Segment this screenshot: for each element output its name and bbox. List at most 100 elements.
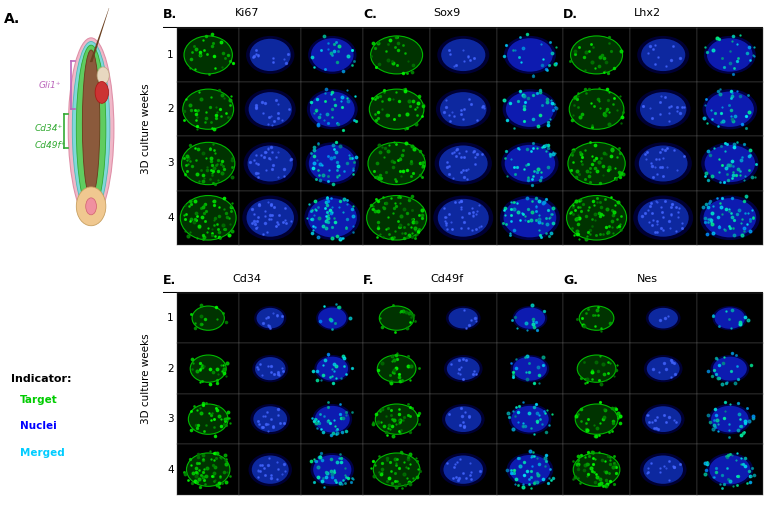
Ellipse shape (579, 306, 614, 330)
Ellipse shape (706, 91, 754, 127)
Text: Cd34⁺: Cd34⁺ (35, 124, 63, 133)
Ellipse shape (256, 308, 284, 328)
Text: E.: E. (163, 274, 176, 286)
Text: Cd49f⁺: Cd49f⁺ (35, 141, 66, 150)
Text: A.: A. (4, 13, 20, 26)
Ellipse shape (190, 355, 226, 382)
Text: Gli1⁺: Gli1⁺ (38, 81, 61, 90)
Ellipse shape (700, 195, 760, 240)
Text: Sox9: Sox9 (433, 9, 461, 19)
Ellipse shape (634, 195, 693, 240)
Ellipse shape (189, 404, 228, 434)
Ellipse shape (310, 91, 354, 127)
Ellipse shape (380, 306, 414, 330)
Text: 1: 1 (167, 50, 173, 60)
Text: 4: 4 (167, 213, 173, 223)
Ellipse shape (305, 142, 359, 185)
Ellipse shape (367, 195, 426, 240)
Ellipse shape (433, 195, 493, 240)
Ellipse shape (637, 199, 689, 237)
Ellipse shape (439, 145, 488, 181)
Ellipse shape (95, 81, 109, 104)
Ellipse shape (634, 142, 692, 185)
Ellipse shape (639, 145, 687, 181)
Ellipse shape (377, 355, 416, 382)
Ellipse shape (68, 38, 114, 220)
Ellipse shape (314, 406, 350, 432)
Ellipse shape (318, 308, 347, 329)
Ellipse shape (509, 404, 551, 434)
Ellipse shape (713, 357, 747, 381)
Ellipse shape (249, 92, 292, 126)
Ellipse shape (311, 453, 354, 486)
Ellipse shape (314, 355, 351, 382)
Ellipse shape (709, 404, 751, 434)
Ellipse shape (447, 357, 479, 380)
Ellipse shape (368, 142, 425, 185)
Ellipse shape (711, 406, 749, 432)
Ellipse shape (569, 89, 624, 129)
Ellipse shape (641, 39, 685, 71)
Ellipse shape (72, 41, 110, 216)
Ellipse shape (311, 38, 354, 72)
Ellipse shape (504, 36, 556, 74)
Ellipse shape (648, 308, 678, 328)
Ellipse shape (640, 92, 686, 126)
Ellipse shape (253, 406, 287, 432)
Text: C.: C. (364, 9, 377, 21)
Ellipse shape (76, 45, 106, 213)
Ellipse shape (507, 38, 553, 72)
Ellipse shape (248, 145, 293, 181)
Polygon shape (90, 2, 111, 62)
Ellipse shape (317, 357, 348, 381)
Text: 4: 4 (167, 465, 173, 475)
Ellipse shape (245, 89, 295, 129)
Ellipse shape (701, 142, 759, 185)
Ellipse shape (309, 145, 356, 182)
Ellipse shape (503, 198, 556, 237)
Text: 1: 1 (167, 313, 173, 323)
Ellipse shape (709, 455, 750, 484)
Ellipse shape (437, 36, 489, 74)
Ellipse shape (703, 198, 756, 237)
Text: 3D culture weeks: 3D culture weeks (140, 83, 151, 174)
Ellipse shape (511, 355, 549, 382)
Ellipse shape (573, 453, 620, 486)
Ellipse shape (567, 195, 627, 240)
Ellipse shape (640, 453, 686, 486)
Ellipse shape (316, 306, 348, 330)
Ellipse shape (441, 39, 486, 71)
Ellipse shape (446, 306, 481, 330)
Ellipse shape (506, 453, 553, 486)
Text: G.: G. (563, 274, 578, 286)
Text: Nuclei: Nuclei (20, 421, 57, 431)
Ellipse shape (255, 357, 285, 380)
Ellipse shape (244, 142, 297, 185)
Text: D.: D. (563, 9, 578, 21)
Ellipse shape (706, 453, 753, 486)
Text: Lhx2: Lhx2 (634, 9, 660, 19)
Ellipse shape (183, 89, 234, 129)
Ellipse shape (440, 92, 486, 126)
Ellipse shape (374, 453, 420, 486)
Ellipse shape (575, 404, 618, 434)
Ellipse shape (509, 455, 551, 484)
Ellipse shape (647, 357, 680, 380)
Text: Target: Target (20, 395, 58, 405)
Text: Merged: Merged (20, 448, 64, 458)
Ellipse shape (513, 357, 547, 381)
Ellipse shape (86, 198, 97, 215)
Ellipse shape (502, 89, 558, 129)
Ellipse shape (308, 36, 357, 74)
Ellipse shape (710, 355, 749, 382)
Ellipse shape (436, 89, 491, 129)
Ellipse shape (180, 195, 236, 240)
Text: Ki67: Ki67 (235, 9, 259, 19)
Ellipse shape (571, 36, 623, 74)
Ellipse shape (252, 355, 288, 382)
Text: 2: 2 (167, 364, 173, 374)
Ellipse shape (442, 404, 485, 434)
Text: 3: 3 (167, 159, 173, 169)
Ellipse shape (505, 145, 555, 182)
Text: Cd34: Cd34 (233, 274, 262, 284)
